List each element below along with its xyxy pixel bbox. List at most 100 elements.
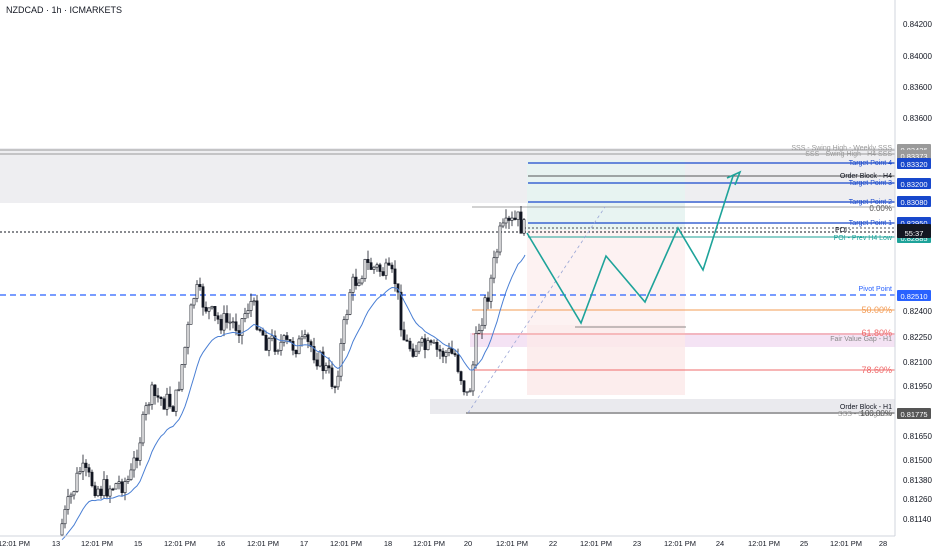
- candle-body: [321, 351, 325, 372]
- target-3-price-box: [897, 178, 931, 189]
- candle-body: [75, 472, 79, 492]
- candle-body: [117, 481, 121, 484]
- candle-body: [105, 479, 109, 497]
- candle-body: [495, 251, 499, 259]
- candle-body: [315, 359, 319, 367]
- target-point-1-label: Target Point 1: [849, 220, 892, 227]
- candle-body: [261, 330, 265, 336]
- candle-body: [150, 384, 154, 405]
- candle-body: [132, 457, 136, 471]
- candle-body: [114, 483, 118, 490]
- candle-body: [303, 334, 307, 338]
- candle-body: [333, 386, 337, 388]
- order-block-h4-zone: [0, 148, 895, 203]
- fib-0-label: 0.00%: [869, 204, 892, 213]
- candle-body: [417, 341, 421, 352]
- h4-sss-price-box-text: 0.83373: [900, 152, 927, 161]
- candle-body: [237, 330, 241, 336]
- projected-path: [526, 175, 734, 325]
- poi-price-box-text: 0.82885: [900, 234, 927, 243]
- candle-body: [387, 262, 391, 266]
- candle-body: [510, 217, 514, 221]
- candle-body: [465, 391, 469, 394]
- projected-path-arrowhead: [726, 170, 742, 186]
- fvg-label: Fair Value Gap - H1: [830, 336, 892, 343]
- x-tick-label: 20: [464, 539, 472, 548]
- candle-body: [351, 276, 355, 293]
- x-tick-label: 12:01 PM: [330, 539, 362, 548]
- candle-body: [69, 494, 73, 498]
- candle-body: [501, 222, 505, 227]
- candle-body: [72, 491, 76, 496]
- candle-body: [306, 334, 310, 342]
- candle-body: [111, 488, 115, 491]
- fib-618-label: 61.80%: [861, 328, 892, 338]
- candle-body: [216, 315, 220, 320]
- candle-body: [234, 321, 238, 331]
- candle-body: [480, 324, 484, 331]
- target-2-price-box-text: 0.83080: [900, 198, 927, 207]
- pivot-point-label: Pivot Point: [859, 286, 893, 293]
- candle-body: [138, 442, 142, 461]
- candle-body: [180, 364, 184, 390]
- y-tick-label: 0.81260: [903, 495, 932, 504]
- candle-body: [429, 340, 433, 343]
- candle-body: [339, 343, 343, 377]
- x-tick-label: 12:01 PM: [247, 539, 279, 548]
- candle-body: [219, 318, 223, 331]
- candle-body: [414, 350, 418, 357]
- candle-body: [462, 380, 466, 393]
- y-tick-label: 0.83600: [903, 114, 932, 123]
- candle-body: [99, 488, 103, 496]
- fib-100-label: 100.00%: [860, 409, 892, 418]
- y-tick-label: 0.81950: [903, 382, 932, 391]
- fib-diagonal: [467, 206, 606, 414]
- candle-body: [474, 333, 478, 366]
- candle-body: [153, 384, 157, 397]
- order-block-h4-label: Order Block - H4: [840, 173, 892, 180]
- candle-body: [231, 321, 235, 324]
- candle-body: [291, 340, 295, 351]
- x-tick-label: 12:01 PM: [496, 539, 528, 548]
- swing-low-label: SSS - Swing Low: [838, 411, 893, 418]
- candle-body: [96, 488, 100, 496]
- candle-body: [177, 388, 181, 391]
- candle-body: [288, 339, 292, 342]
- candle-body: [399, 291, 403, 331]
- candle-body: [279, 341, 283, 351]
- candle-body: [210, 306, 214, 309]
- poi-dash-label: POI -: [835, 227, 852, 234]
- candle-body: [327, 365, 331, 369]
- candle-body: [423, 338, 427, 351]
- candle-body: [156, 395, 160, 398]
- y-tick-label: 0.82250: [903, 333, 932, 342]
- candle-body: [183, 346, 187, 365]
- candle-body: [381, 271, 385, 276]
- candle-body: [81, 462, 85, 472]
- candle-body: [126, 479, 130, 482]
- candle-body: [108, 488, 112, 497]
- candle-body: [60, 523, 64, 536]
- candle-body: [477, 330, 481, 334]
- order-block-h1-label: Order Block - H1: [840, 404, 892, 411]
- candle-body: [285, 335, 289, 340]
- candle-body: [471, 364, 475, 392]
- candle-body: [120, 481, 124, 493]
- candle-body: [78, 471, 82, 474]
- target-point-4-label: Target Point 4: [849, 160, 892, 167]
- candle-body: [222, 313, 226, 331]
- symbol-title: NZDCAD · 1h · ICMARKETS: [6, 5, 123, 15]
- candle-body: [186, 324, 190, 348]
- candle-body: [195, 284, 199, 299]
- candle-body: [198, 284, 202, 287]
- candle-body: [168, 393, 172, 407]
- y-tick-label: 0.81650: [903, 432, 932, 441]
- candle-body: [459, 371, 463, 382]
- candle-body: [453, 353, 457, 356]
- candle-body: [375, 264, 379, 268]
- ob-h1-price-text: 0.81775: [900, 410, 927, 419]
- countdown-text: 55:37: [905, 229, 924, 238]
- candle-body: [345, 314, 349, 321]
